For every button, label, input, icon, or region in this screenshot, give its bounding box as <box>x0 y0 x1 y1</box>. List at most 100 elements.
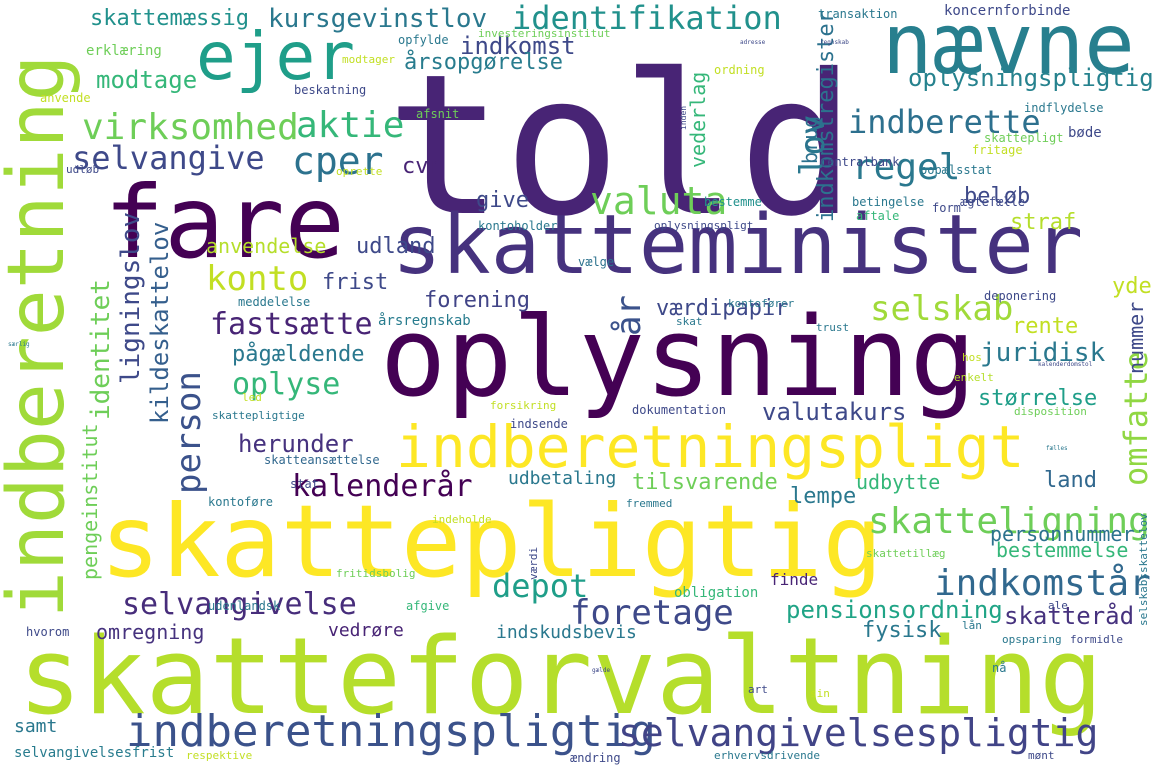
cloud-word: juridisk <box>980 338 1106 368</box>
cloud-word: vælge <box>578 255 615 269</box>
cloud-word: pensionsordning <box>786 596 1003 624</box>
cloud-word: brug <box>798 115 822 164</box>
cloud-word: bopælsstat <box>920 163 993 177</box>
cloud-word: kalenderdomstol <box>1038 361 1093 368</box>
cloud-word: modtager <box>342 53 395 66</box>
cloud-word: opsparing <box>1002 633 1062 646</box>
cloud-word: indskudsbevis <box>496 622 637 643</box>
cloud-word: adresse <box>740 39 766 46</box>
cloud-word: nævne <box>882 0 1135 93</box>
cloud-word: lempe <box>790 484 857 509</box>
cloud-word: skattemæssig <box>90 6 249 31</box>
cloud-word: form <box>932 201 961 215</box>
cloud-word: tilsvarende <box>632 470 778 495</box>
cloud-word: indflydelse <box>1024 101 1104 115</box>
cloud-word: identifikation <box>512 0 782 37</box>
cloud-word: hvorom <box>26 625 70 639</box>
cloud-word: omregning <box>96 620 205 644</box>
cloud-word: fare <box>104 164 345 281</box>
cloud-word: kontofører <box>728 297 795 310</box>
cloud-word: led <box>242 391 262 404</box>
cloud-word: indberetningspligtig <box>126 706 656 757</box>
cloud-word: udløb <box>66 163 100 176</box>
cloud-word: straf <box>1010 210 1077 235</box>
cloud-word: fritage <box>972 143 1023 157</box>
cloud-word: ale <box>1048 599 1068 612</box>
cloud-word: indkomst <box>460 32 576 60</box>
cloud-word: herunder <box>238 430 354 458</box>
cloud-word: investeringsinstitut <box>478 27 611 40</box>
cloud-word: pengeinstitut <box>78 423 102 580</box>
cloud-word: kontoføre <box>208 495 274 509</box>
cloud-word: oprette <box>336 165 383 178</box>
cloud-word: indberetning <box>0 54 82 618</box>
cloud-word: ændring <box>570 751 621 765</box>
cloud-word: give <box>476 188 529 213</box>
cloud-word: erklæring <box>86 43 162 59</box>
cloud-word: ordning <box>714 63 765 77</box>
cloud-word: år <box>609 295 649 336</box>
cloud-word: cper <box>292 139 384 183</box>
cloud-word: årsopgørelse <box>404 50 563 75</box>
cloud-word: virksomhed <box>82 107 299 148</box>
cloud-word: obligation <box>674 585 759 601</box>
cloud-word: erhvervsdrivende <box>714 749 820 762</box>
cloud-word: formidle <box>1070 633 1123 646</box>
cloud-word: opfylde <box>398 33 449 47</box>
cloud-word: beløb <box>964 184 1031 209</box>
cloud-word: indberetningspligt <box>396 413 1025 481</box>
cloud-word: selvangive <box>72 139 265 177</box>
cloud-word: kildeskattelov <box>146 221 174 424</box>
cloud-word: ejer <box>196 18 355 95</box>
cloud-word: oplysningspligtig <box>908 64 1154 92</box>
cloud-word: skattepligtige <box>212 409 305 422</box>
cloud-word: finde <box>770 570 819 589</box>
cloud-word: fastsætte <box>210 307 373 342</box>
cloud-word: selvangivelsespligtig <box>618 711 1099 755</box>
cloud-word: identitet <box>86 279 116 420</box>
cloud-word: deponering <box>984 289 1057 303</box>
cloud-word: skatteligning <box>868 501 1150 542</box>
cloud-word: indberette <box>848 103 1041 141</box>
cloud-word: selvangivelsesfrist <box>14 745 175 761</box>
cloud-word: depot <box>492 567 589 605</box>
cloud-word: yde <box>1112 274 1152 299</box>
cloud-word: fremmed <box>626 497 673 510</box>
cloud-word: indsende <box>510 417 568 431</box>
cloud-word: oplyse <box>232 367 341 402</box>
cloud-word: fritidsbolig <box>336 567 416 580</box>
cloud-word: udland <box>356 234 436 259</box>
cloud-word: fælles <box>1046 445 1068 452</box>
cloud-word: udbetaling <box>508 468 617 489</box>
cloud-word: aftale <box>856 209 900 223</box>
cloud-word: udbytte <box>856 470 941 494</box>
cloud-word: ligningslov <box>116 211 146 384</box>
cloud-word: forsikring <box>490 399 557 412</box>
cloud-word: konto <box>206 259 309 299</box>
cloud-word: bestemme <box>704 195 762 209</box>
cloud-word: sin <box>810 687 830 700</box>
cloud-word: kontoholder <box>478 219 558 233</box>
cloud-word: land <box>1044 468 1097 493</box>
cloud-word: regel <box>852 147 961 188</box>
cloud-word: hos <box>962 351 982 364</box>
cloud-word: skatteforvaltning <box>18 615 1103 738</box>
cloud-word: regnskab <box>820 39 849 46</box>
cloud-word: bestemmelse <box>996 538 1129 562</box>
cloud-word: skat <box>676 315 703 328</box>
cloud-word: vedrøre <box>328 620 404 641</box>
cloud-word: lån <box>962 619 982 632</box>
cloud-word: dokumentation <box>632 403 726 417</box>
cloud-word: betingelse <box>852 195 925 209</box>
cloud-word: selvangivelse <box>122 587 357 622</box>
cloud-word: koncernforbinde <box>944 3 1071 19</box>
cloud-word: anvende <box>40 91 91 105</box>
cloud-word: personnummer <box>990 522 1135 546</box>
cloud-word: oplysning <box>380 293 977 421</box>
cloud-word: fysisk <box>862 618 942 643</box>
cloud-word: værdi <box>527 546 540 580</box>
cloud-word: stat <box>290 477 319 491</box>
cloud-word: cvr <box>402 154 442 179</box>
cloud-word: størrelse <box>978 386 1098 411</box>
cloud-word: afsnit <box>416 107 460 121</box>
